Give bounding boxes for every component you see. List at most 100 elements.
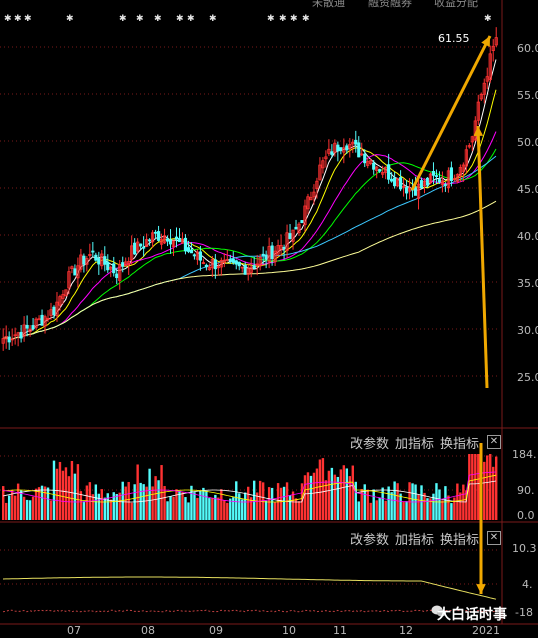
event-marker-icon: ✱ [176, 14, 184, 24]
volume-bar [324, 480, 328, 520]
candle-body [171, 240, 176, 247]
moving-averages [2, 59, 497, 340]
arrow-up-long [476, 125, 489, 389]
candle-body [139, 243, 143, 247]
indicator-tick: 4. [522, 578, 533, 591]
candle-body [401, 185, 406, 188]
top-label-1[interactable]: 融资融券 [368, 0, 412, 9]
volume-bar [106, 493, 109, 520]
candle-body [464, 149, 468, 167]
candle-body [106, 261, 110, 271]
x-tick: 12 [399, 624, 413, 637]
candle-body [4, 335, 8, 340]
volume-bar [384, 500, 387, 520]
volume-bar [7, 495, 11, 520]
volume-bar [148, 468, 151, 520]
volume-bar [199, 490, 202, 520]
arrow-down-indicator-head [476, 584, 486, 594]
volume-bar [288, 495, 292, 520]
candle-body [440, 180, 445, 186]
candle-body [49, 309, 53, 316]
volume-bar [405, 501, 408, 520]
candle-body [67, 271, 71, 289]
candle-body [97, 258, 101, 265]
volume-bar [372, 489, 375, 520]
volume-close-icon[interactable]: ✕ [487, 435, 501, 449]
volume-bar [172, 496, 175, 520]
candle-body [309, 196, 313, 201]
indicator-close-icon[interactable]: ✕ [487, 531, 501, 545]
volume-bar [130, 502, 133, 520]
volume-bar [22, 496, 26, 520]
candle-body [407, 187, 412, 192]
indicator-switch-indicator-button[interactable]: 换指标 [440, 533, 480, 548]
volume-bar [378, 497, 381, 520]
ma30-line [2, 148, 497, 340]
volume-edit-params-button[interactable]: 改参数 [350, 437, 390, 452]
ma10-line [2, 89, 497, 340]
volume-bar [73, 473, 77, 520]
price-tick: 25.0 [517, 371, 538, 384]
candle-body [303, 205, 307, 226]
candle-body [37, 318, 41, 321]
volume-bar [178, 490, 181, 520]
x-tick: 07 [67, 624, 81, 637]
candle-body [458, 167, 462, 176]
candle-body [70, 266, 74, 270]
volume-bar [375, 500, 378, 520]
volume-ma-line [2, 471, 497, 503]
volume-tick: 184. [512, 448, 537, 461]
volume-bar [46, 487, 50, 520]
candle-body [318, 164, 322, 181]
volume-bar [366, 489, 369, 520]
candle-body [336, 144, 340, 152]
indicator-edit-params-button[interactable]: 改参数 [350, 533, 390, 548]
candle-body [443, 184, 448, 186]
candle-body [180, 238, 185, 244]
x-tick: 09 [209, 624, 223, 637]
candle-body [333, 142, 337, 153]
arrow-up-long-head [473, 126, 484, 137]
candle-body [264, 254, 268, 260]
volume-add-indicator-button[interactable]: 加指标 [395, 437, 435, 452]
candle-body [109, 266, 113, 270]
volume-bar [97, 493, 101, 520]
candle-body [16, 332, 20, 336]
volume-bar [115, 494, 118, 520]
candle-body [416, 183, 421, 199]
candle-body [243, 264, 247, 275]
candle-body [273, 250, 277, 263]
volume-bar [76, 464, 80, 520]
event-markers: ✱ ✱ ✱ ✱ ✱ ✱ ✱ ✱ ✱ ✱ ✱ ✱ ✱ ✱ ✱ [4, 14, 492, 24]
candle-body [142, 246, 146, 249]
ma20-line [2, 131, 497, 340]
candle-body [28, 328, 32, 332]
candle-body [291, 229, 295, 242]
candle-body [404, 187, 409, 194]
candle-body [19, 331, 23, 339]
volume-ma-line [2, 474, 497, 503]
volume-bar [169, 496, 172, 520]
event-marker-icon: ✱ [119, 14, 127, 24]
volume-bar [489, 454, 492, 520]
top-label-0[interactable]: 未散通 [312, 0, 345, 9]
volume-bar [223, 500, 226, 520]
volume-bar [255, 492, 259, 520]
price-tick: 55.0 [517, 89, 538, 102]
volume-bar [357, 501, 360, 520]
candle-body [422, 180, 427, 187]
price-tick: 50.0 [517, 136, 538, 149]
indicator-add-indicator-button[interactable]: 加指标 [395, 533, 435, 548]
volume-bar [100, 489, 104, 520]
volume-bar [220, 489, 223, 520]
candle-body [494, 37, 498, 46]
top-label-2[interactable]: 收益分配 [434, 0, 478, 9]
candle-body [354, 139, 358, 145]
candle-body [34, 318, 38, 328]
volume-tick: 0.0 [517, 509, 535, 522]
volume-bar [112, 492, 115, 520]
volume-bar [345, 468, 349, 520]
volume-bar [273, 502, 277, 520]
x-tick: 08 [141, 624, 155, 637]
volume-switch-indicator-button[interactable]: 换指标 [440, 437, 480, 452]
